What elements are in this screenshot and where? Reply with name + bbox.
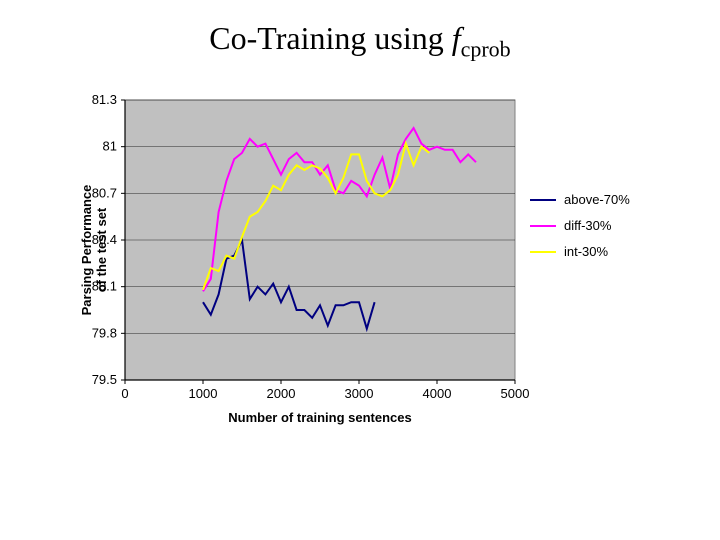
- x-tick-label: 2000: [267, 386, 296, 401]
- y-axis-title-line1: Parsing Performance: [79, 185, 94, 316]
- legend-label: diff-30%: [564, 218, 612, 233]
- chart-svg: 79.579.880.180.480.78181.301000200030004…: [65, 90, 655, 450]
- legend-label: int-30%: [564, 244, 609, 259]
- y-tick-label: 81.3: [92, 92, 117, 107]
- title-sub: cprob: [461, 36, 511, 61]
- title-prefix: Co-Training using: [209, 20, 451, 56]
- y-tick-label: 79.5: [92, 372, 117, 387]
- slide-title: Co-Training using fcprob: [0, 20, 720, 62]
- legend-label: above-70%: [564, 192, 630, 207]
- y-axis-title: Parsing Performance of the test set: [80, 150, 110, 350]
- x-axis-title: Number of training sentences: [228, 410, 411, 425]
- x-tick-label: 1000: [189, 386, 218, 401]
- x-tick-label: 4000: [423, 386, 452, 401]
- x-tick-label: 3000: [345, 386, 374, 401]
- y-axis-title-line2: of the test set: [94, 208, 109, 293]
- chart-area: Parsing Performance of the test set 79.5…: [65, 90, 655, 450]
- x-tick-label: 5000: [501, 386, 530, 401]
- title-emph: f: [452, 20, 461, 56]
- x-tick-label: 0: [121, 386, 128, 401]
